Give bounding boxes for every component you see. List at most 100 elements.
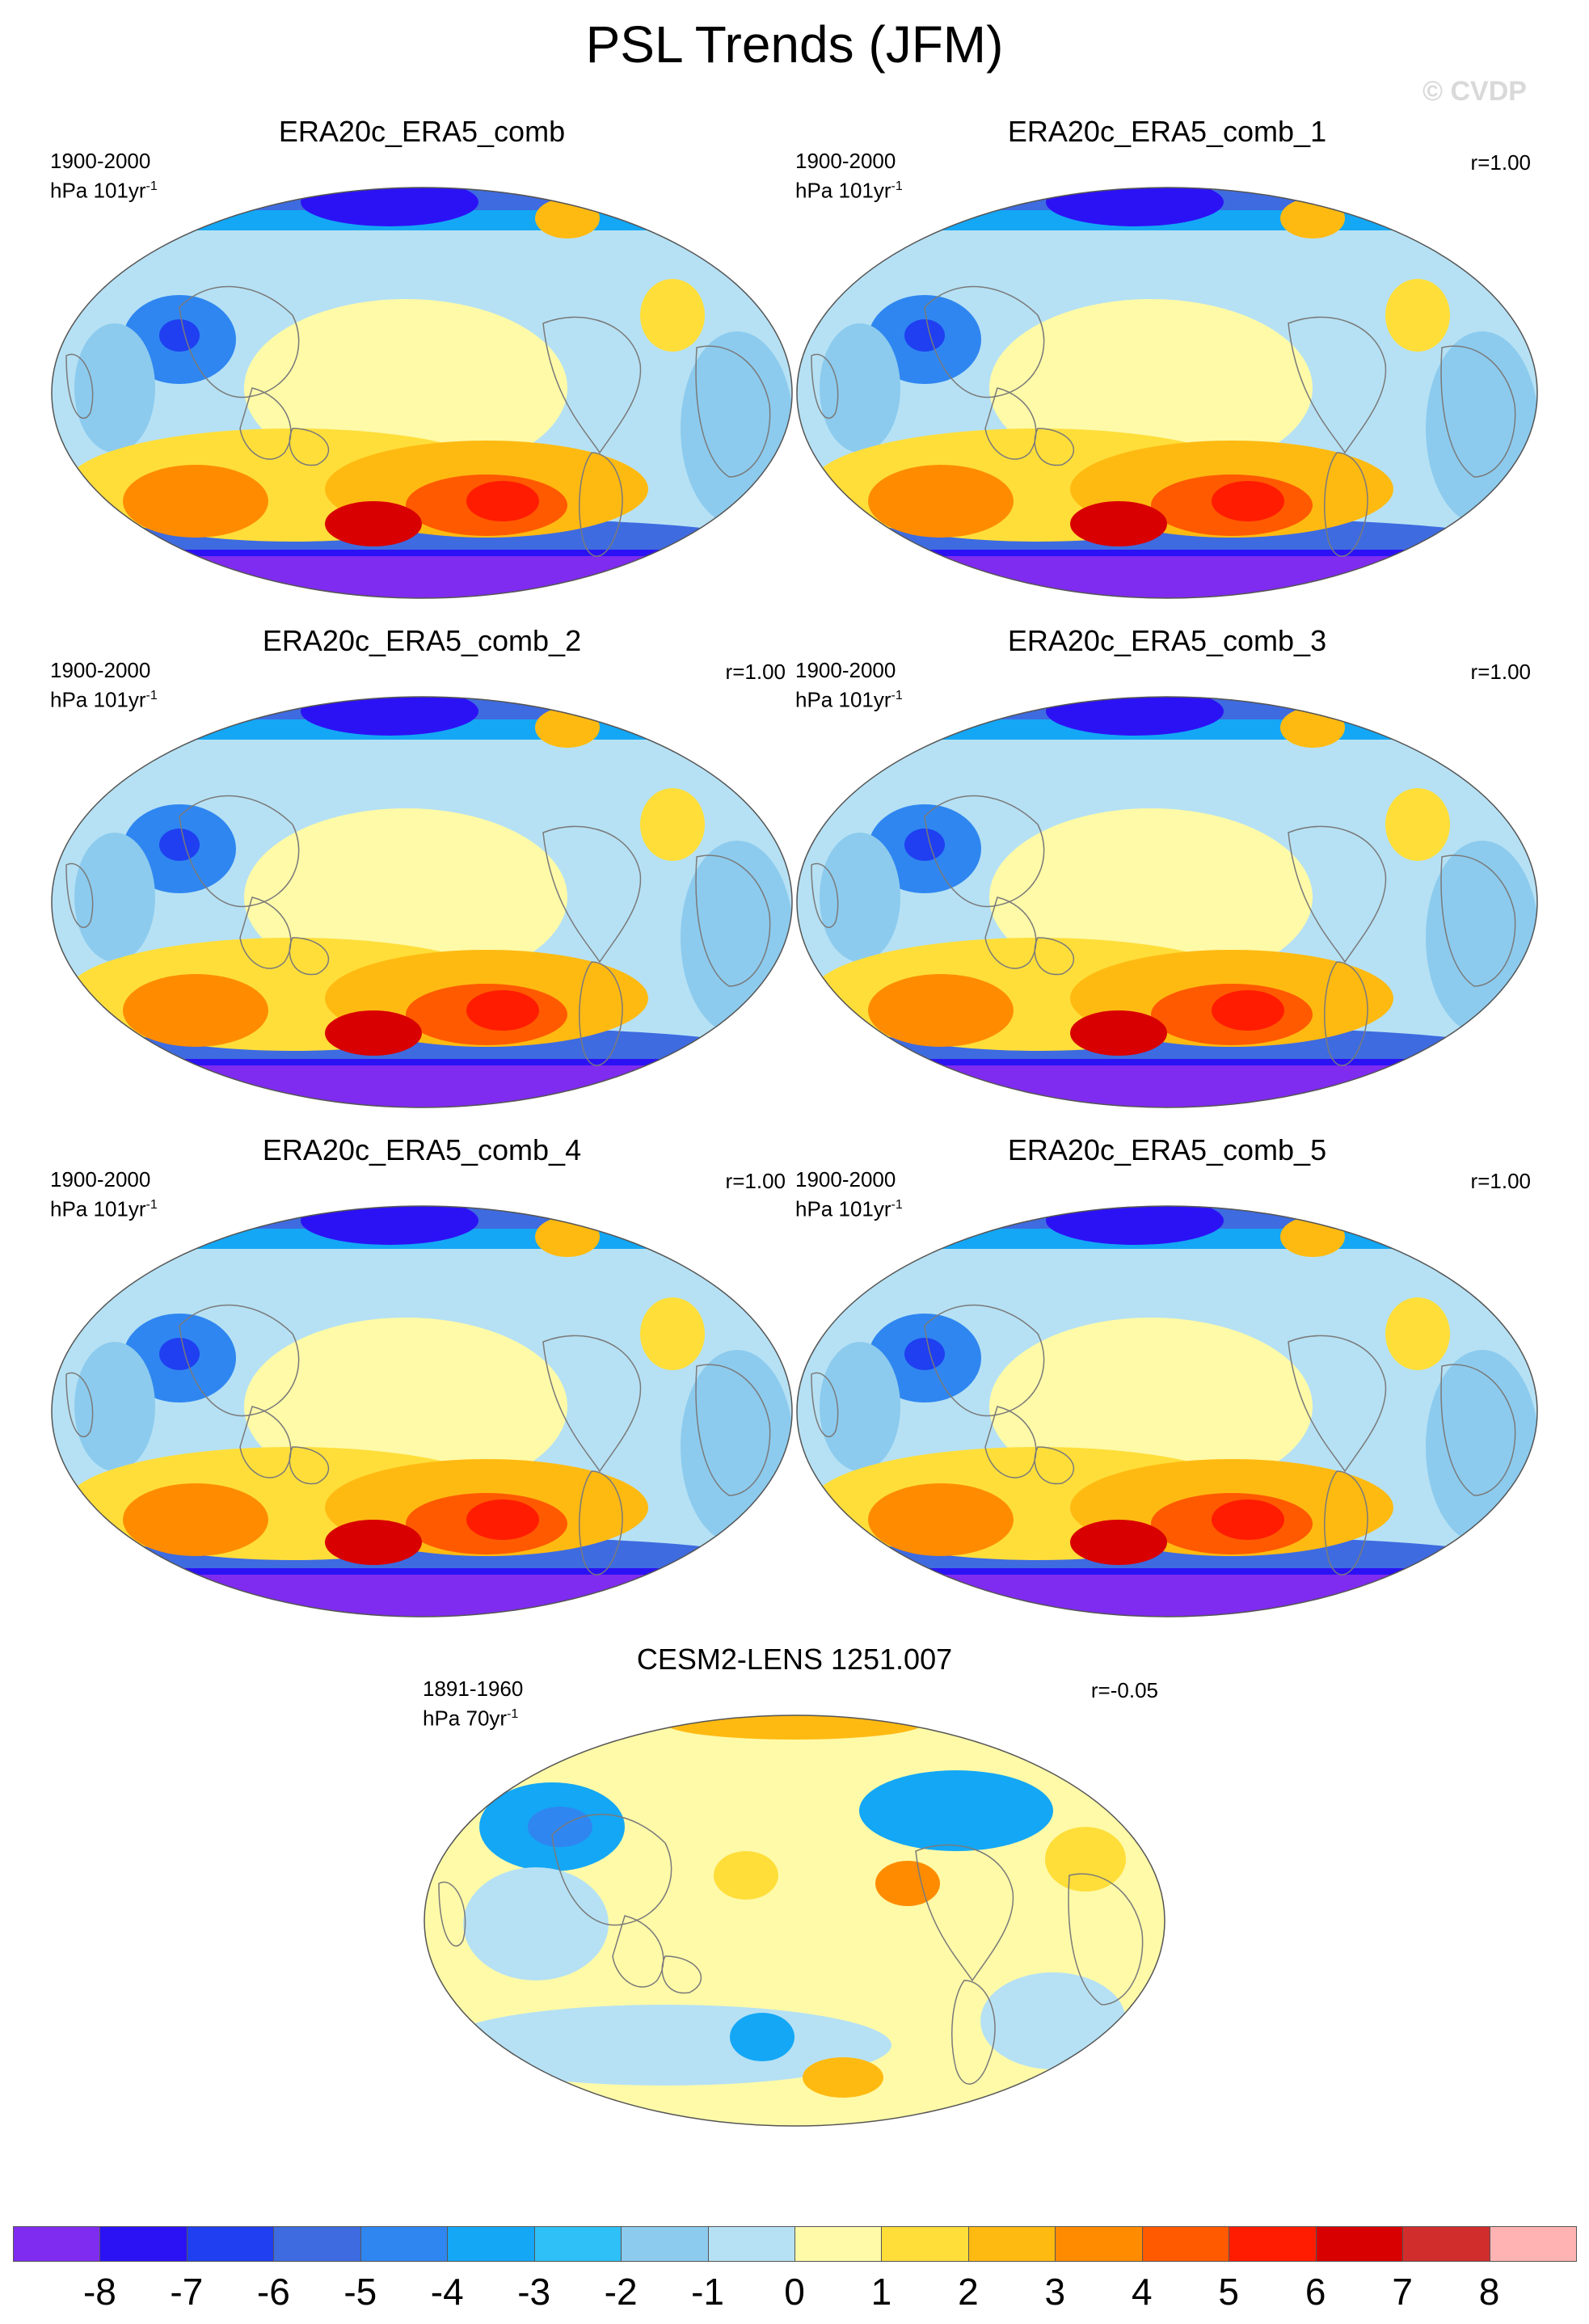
coastline	[951, 1980, 996, 2085]
colorbar-box	[1489, 2226, 1577, 2262]
map-frame	[796, 696, 1538, 1108]
trend-contour	[859, 1770, 1053, 1851]
map-panel: ERA20c_ERA5_comb 1900-2000 hPa 101yr-1	[50, 115, 794, 600]
coastline	[179, 285, 300, 399]
trend-contour	[875, 1861, 940, 1906]
antarctic-band	[797, 1572, 1537, 1617]
coastline	[924, 795, 1045, 908]
trend-contour	[904, 829, 945, 861]
coastline	[612, 1915, 664, 1988]
high-pressure-center	[1070, 501, 1167, 546]
trend-map	[796, 187, 1538, 599]
map-frame	[424, 1715, 1165, 2127]
coastline	[695, 854, 771, 987]
colorbar-box	[707, 2226, 795, 2262]
panel-title: ERA20c_ERA5_comb_1	[1007, 115, 1327, 148]
trend-contour	[1385, 1297, 1450, 1370]
coastline	[1068, 1873, 1144, 2006]
panel-title: ERA20c_ERA5_comb_3	[1007, 624, 1327, 657]
trend-map	[51, 1205, 793, 1618]
trend-contour	[1212, 990, 1284, 1031]
coastline	[984, 1406, 1037, 1478]
coastline	[579, 452, 623, 557]
antarctic-band	[797, 554, 1537, 598]
pattern-correlation: r=1.00	[1470, 1169, 1531, 1193]
trend-contour	[640, 788, 705, 861]
coastline	[695, 1364, 771, 1496]
cvdp-watermark: © CVDP	[1423, 76, 1527, 107]
trend-contour	[1426, 331, 1537, 525]
trend-contour	[463, 1867, 609, 1980]
map-frame	[51, 187, 793, 599]
coastline	[179, 795, 300, 908]
trend-period: 1900-2000	[50, 658, 151, 682]
high-pressure-center	[325, 501, 422, 546]
trend-units: hPa 101yr-1	[795, 687, 903, 712]
trend-contour	[1426, 841, 1537, 1035]
trend-contour	[681, 841, 792, 1035]
coastline	[1034, 937, 1075, 976]
trend-map	[424, 1715, 1165, 2127]
coastline	[1034, 1446, 1075, 1485]
coastline	[65, 863, 94, 928]
trend-map	[51, 696, 793, 1108]
coastline	[811, 1372, 839, 1437]
antarctic-band	[52, 1572, 792, 1617]
trend-period: 1900-2000	[50, 149, 151, 173]
map-panel: ERA20c_ERA5_comb_5 1900-2000 hPa 101yr-1…	[795, 1133, 1539, 1618]
trend-period: 1891-1960	[423, 1677, 524, 1701]
coastline	[1324, 452, 1368, 557]
map-frame	[51, 1205, 793, 1618]
trend-contour	[904, 319, 945, 352]
trend-band	[52, 1568, 792, 1575]
trend-band	[797, 550, 1537, 556]
colorbar-tick-label: -8	[82, 2271, 116, 2313]
panel-title: ERA20c_ERA5_comb_4	[262, 1133, 582, 1166]
coastline	[1288, 316, 1387, 454]
trend-period: 1900-2000	[50, 1167, 151, 1192]
colorbar-box	[1141, 2226, 1230, 2262]
trend-contour	[820, 1342, 900, 1471]
coastline	[179, 1304, 300, 1417]
trend-band	[797, 1568, 1537, 1575]
high-pressure-center	[325, 1520, 422, 1565]
trend-units: hPa 101yr-1	[50, 1196, 158, 1221]
trend-period: 1900-2000	[795, 658, 896, 682]
trend-contour	[159, 319, 200, 352]
colorbar-box	[881, 2226, 969, 2262]
colorbar-tick-label: -1	[691, 2271, 724, 2313]
colorbar-tick-label: 0	[784, 2271, 805, 2313]
coastline	[915, 1844, 1014, 1982]
trend-contour	[820, 833, 900, 962]
trend-contour	[803, 2057, 883, 2098]
colorbar-tick-label: -2	[604, 2271, 638, 2313]
coastline	[239, 1406, 292, 1478]
coastline	[1034, 428, 1075, 466]
coastline	[924, 285, 1045, 399]
pattern-correlation: r=1.00	[1470, 150, 1531, 175]
colorbar-box	[447, 2226, 535, 2262]
trend-contour	[123, 974, 268, 1047]
coastline	[1288, 1335, 1387, 1473]
trend-contour	[980, 1972, 1126, 2069]
trend-band	[52, 550, 792, 556]
colorbar-box	[967, 2226, 1056, 2262]
coastline	[984, 387, 1037, 460]
colorbar-box	[273, 2226, 361, 2262]
panel-title: ERA20c_ERA5_comb_2	[262, 624, 582, 657]
colorbar-tick-label: -7	[170, 2271, 204, 2313]
trend-contour	[904, 1338, 945, 1370]
map-panel: ERA20c_ERA5_comb_2 1900-2000 hPa 101yr-1…	[50, 624, 794, 1109]
trend-contour	[466, 990, 539, 1031]
map-frame	[51, 696, 793, 1108]
coastline	[695, 345, 771, 478]
antarctic-band	[52, 1063, 792, 1107]
trend-contour	[730, 2013, 794, 2061]
coastline	[239, 387, 292, 460]
trend-contour	[1385, 279, 1450, 352]
trend-contour	[868, 1483, 1014, 1556]
trend-map	[796, 696, 1538, 1108]
trend-contour	[868, 465, 1014, 538]
colorbar-tick-label: -3	[517, 2271, 551, 2313]
trend-contour	[528, 1807, 592, 1847]
